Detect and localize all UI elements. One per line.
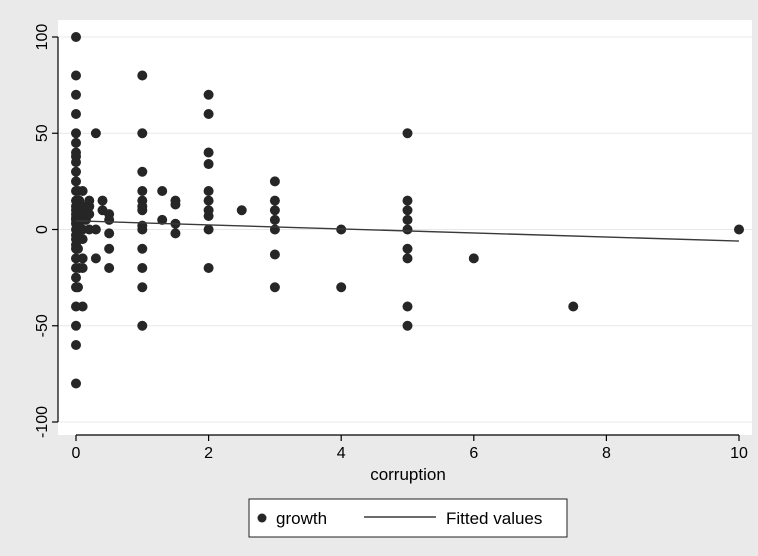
data-point [137,166,148,177]
x-tick-label: 6 [469,445,478,462]
data-point [137,128,148,139]
data-point [90,224,101,235]
data-point [71,89,81,100]
y-tick-label: 50 [34,124,51,142]
data-point [203,89,214,100]
data-point [402,253,413,264]
data-point [236,205,247,216]
x-axis-ticks: 0 2 4 6 8 10 [72,435,748,462]
x-tick-label: 0 [72,445,81,462]
data-point [137,282,148,293]
data-point [97,195,108,206]
data-point [71,272,81,283]
y-tick-label: -50 [34,314,51,337]
data-point [203,195,214,206]
data-point [170,199,181,210]
data-point [72,243,83,254]
data-point [90,128,101,139]
data-point [77,263,88,273]
data-point [203,159,214,170]
data-point [269,195,280,206]
data-point [269,249,280,260]
data-point [203,211,214,222]
data-point [468,253,479,264]
data-point [269,214,280,225]
data-point [157,214,168,225]
legend: growth Fitted values [248,498,568,538]
data-point [71,128,81,139]
data-point [84,209,95,220]
data-point [77,253,88,264]
data-point [77,186,88,196]
y-tick-label: 100 [34,24,51,51]
data-point [402,301,413,312]
data-point [203,147,214,158]
data-point [84,201,95,212]
data-point [203,263,214,273]
data-point [203,186,214,196]
data-point [71,176,81,187]
data-point [170,228,181,239]
data-point [104,243,115,254]
data-point [137,243,148,254]
data-point [71,157,81,168]
data-point [71,340,81,350]
data-point [269,224,280,235]
data-point [402,214,413,225]
x-tick-label: 2 [204,445,213,462]
fitted-values-line [75,220,740,242]
legend-label-fitted: Fitted values [446,509,542,528]
data-point [77,301,88,312]
data-point [734,224,744,235]
data-point [402,224,413,235]
data-point [71,70,81,81]
data-point [137,224,148,235]
legend-label-growth: growth [276,509,327,528]
fitted-line [75,220,740,242]
data-point [71,137,81,148]
data-point [402,243,413,254]
y-tick-label: 0 [34,225,51,234]
x-tick-label: 4 [337,445,346,462]
data-point [71,378,81,389]
data-point [137,70,148,81]
data-point [402,205,413,216]
data-point [71,109,81,119]
data-point [137,263,148,273]
x-tick-label: 8 [602,445,611,462]
data-point [269,205,280,216]
data-point [77,234,88,245]
data-point [137,320,148,331]
data-point [137,205,148,216]
data-point [90,253,101,264]
data-point [104,214,115,225]
data-point [203,224,214,235]
data-point [137,186,148,196]
data-point [568,301,579,312]
data-point [402,128,413,139]
legend-box [248,498,568,538]
data-point [71,320,81,331]
data-point [402,320,413,331]
data-point [71,166,81,177]
data-point [203,109,214,119]
legend-marker-growth [257,513,267,523]
data-point [72,282,83,293]
data-point [402,195,413,206]
y-axis-ticks: -100 -50 0 50 100 [34,24,58,438]
x-tick-label: 10 [730,445,748,462]
data-point [157,186,168,196]
data-point [104,263,115,273]
data-point [104,228,115,239]
data-point [269,282,280,293]
x-axis-title: corruption [370,465,446,484]
data-point [336,282,347,293]
y-tick-label: -100 [34,406,51,438]
data-point [269,176,280,187]
data-point [71,32,81,42]
